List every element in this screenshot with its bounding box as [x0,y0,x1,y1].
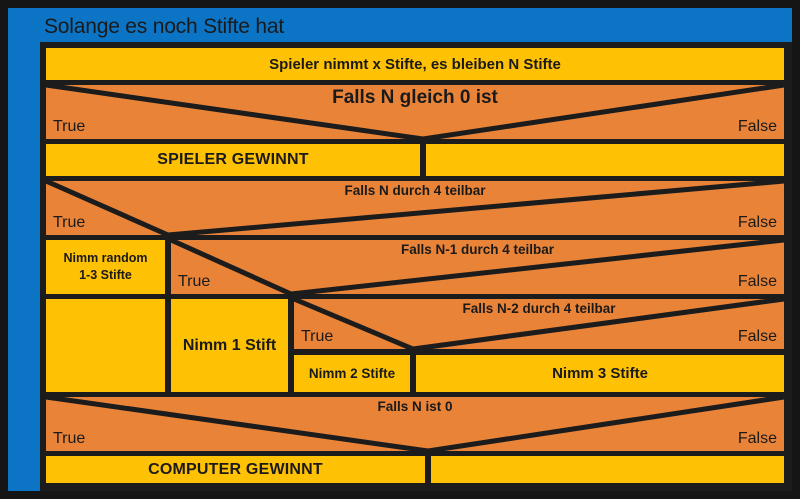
empty-branch-false-2 [431,456,784,483]
action-spieler-gewinnt-label: SPIELER GEWINNT [157,151,309,168]
branch-lines-icon [293,296,785,352]
decision-n-div-4: Falls N durch 4 teilbar True False [44,178,785,238]
action-spieler-gewinnt: SPIELER GEWINNT [46,144,420,176]
condition-label: Falls N gleich 0 ist [332,87,498,108]
false-label: False [737,328,777,345]
branch-lines-icon [169,237,785,297]
action-nimm-2-stifte-label: Nimm 2 Stifte [308,366,396,381]
action-nimm-random: Nimm random 1-3 Stifte [46,240,165,294]
action-player-move: Spieler nimmt x Stifte, es bleiben N Sti… [46,48,784,80]
action-nimm-2-stifte: Nimm 2 Stifte [294,355,410,392]
decision-n-equals-0: Falls N gleich 0 ist True False [45,82,785,142]
empty-true-branch-box [46,299,165,392]
false-label: False [737,214,777,231]
action-player-move-label: Spieler nimmt x Stifte, es bleiben N Sti… [269,55,561,73]
empty-branch-false-1 [426,144,784,176]
true-label: True [53,118,86,135]
action-nimm-random-label: Nimm random 1-3 Stifte [63,250,147,284]
false-label: False [737,430,777,447]
true-label: True [301,328,334,345]
branch-lines-icon [44,178,785,238]
false-label: False [737,273,777,290]
nimm-random-line2: 1-3 Stifte [79,268,132,282]
action-computer-gewinnt: COMPUTER GEWINNT [46,456,425,483]
condition-label: Falls N-1 durch 4 teilbar [400,242,555,257]
true-label: True [53,430,86,447]
action-nimm-1-stift-label: Nimm 1 Stift [182,336,277,354]
false-label: False [737,118,777,135]
while-loop-block: Solange es noch Stifte hat Spieler nimmt… [8,8,792,491]
action-nimm-3-stifte-label: Nimm 3 Stifte [552,365,648,382]
loop-body: Spieler nimmt x Stifte, es bleiben N Sti… [40,42,792,491]
action-nimm-1-stift: Nimm 1 Stift [171,299,288,392]
decision-n-ist-0: Falls N ist 0 True False [45,394,785,454]
decision-n1-div-4: Falls N-1 durch 4 teilbar True False [169,237,785,297]
action-computer-gewinnt-label: COMPUTER GEWINNT [148,460,323,478]
condition-label: Falls N-2 durch 4 teilbar [462,301,616,316]
decision-n2-div-4: Falls N-2 durch 4 teilbar True False [293,296,785,352]
while-loop-title: Solange es noch Stifte hat [44,15,284,38]
action-nimm-3-stifte: Nimm 3 Stifte [416,355,784,392]
branch-lines-icon [45,82,785,142]
branch-lines-icon [45,394,785,454]
true-label: True [178,273,211,290]
nimm-random-line1: Nimm random [63,251,148,265]
true-label: True [53,214,86,231]
condition-label: Falls N durch 4 teilbar [344,183,486,198]
condition-label: Falls N ist 0 [377,399,453,414]
